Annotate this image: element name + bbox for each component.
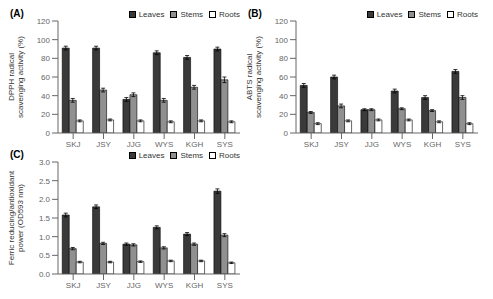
svg-text:KGH: KGH bbox=[186, 281, 204, 290]
html-text:(B): (B) bbox=[248, 8, 262, 19]
svg-text:1.0: 1.0 bbox=[39, 233, 51, 242]
svg-text:1.5: 1.5 bbox=[39, 214, 51, 223]
svg-text:0.0: 0.0 bbox=[39, 270, 51, 279]
html-text:Leaves: Leaves bbox=[138, 151, 165, 160]
svg-text:0.5: 0.5 bbox=[39, 251, 51, 260]
svg-text:KGH: KGH bbox=[424, 140, 442, 149]
svg-text:SKJ: SKJ bbox=[66, 140, 81, 149]
svg-text:20: 20 bbox=[41, 110, 50, 119]
svg-text:0: 0 bbox=[284, 129, 289, 138]
svg-text:WYS: WYS bbox=[155, 281, 173, 290]
html-text:Roots: Roots bbox=[219, 151, 240, 160]
html-text:Stems: Stems bbox=[418, 10, 442, 19]
html-text:Stems: Stems bbox=[180, 151, 204, 160]
svg-text:SYS: SYS bbox=[217, 140, 233, 149]
svg-text:60: 60 bbox=[41, 73, 50, 82]
html-text:Leaves: Leaves bbox=[138, 10, 165, 19]
svg-text:2.5: 2.5 bbox=[39, 177, 51, 186]
svg-text:JSY: JSY bbox=[334, 140, 349, 149]
svg-text:120: 120 bbox=[37, 17, 51, 26]
svg-text:120: 120 bbox=[275, 17, 289, 26]
svg-text:SKJ: SKJ bbox=[304, 140, 319, 149]
svg-text:JSY: JSY bbox=[96, 140, 111, 149]
svg-text:WYS: WYS bbox=[155, 140, 173, 149]
html-text:Leaves: Leaves bbox=[376, 10, 403, 19]
svg-text:20: 20 bbox=[279, 110, 288, 119]
svg-text:DPPH radicalscavenging activit: DPPH radicalscavenging activity (%) bbox=[8, 36, 25, 118]
svg-text:SYS: SYS bbox=[455, 140, 471, 149]
svg-text:80: 80 bbox=[279, 54, 288, 63]
svg-text:JJG: JJG bbox=[127, 281, 141, 290]
svg-text:JJG: JJG bbox=[365, 140, 379, 149]
svg-text:SKJ: SKJ bbox=[66, 281, 81, 290]
svg-text:WYS: WYS bbox=[393, 140, 411, 149]
svg-text:100: 100 bbox=[37, 36, 51, 45]
svg-text:JJG: JJG bbox=[127, 140, 141, 149]
svg-text:40: 40 bbox=[41, 92, 50, 101]
svg-text:100: 100 bbox=[275, 36, 289, 45]
svg-text:KGH: KGH bbox=[186, 140, 204, 149]
svg-text:60: 60 bbox=[279, 73, 288, 82]
svg-text:3.0: 3.0 bbox=[39, 158, 51, 167]
svg-text:0: 0 bbox=[46, 129, 51, 138]
svg-text:SYS: SYS bbox=[217, 281, 233, 290]
html-text:(C): (C) bbox=[10, 149, 24, 160]
html-text:(A): (A) bbox=[10, 8, 24, 19]
svg-text:ABTS radicalscavenging activit: ABTS radicalscavenging activity (%) bbox=[246, 36, 263, 118]
html-text:Roots: Roots bbox=[457, 10, 478, 19]
svg-text:JSY: JSY bbox=[96, 281, 111, 290]
svg-text:40: 40 bbox=[279, 92, 288, 101]
svg-text:Ferric reducing/antioxidantpow: Ferric reducing/antioxidantpower (OD593 … bbox=[8, 170, 25, 265]
svg-text:80: 80 bbox=[41, 54, 50, 63]
html-text:Roots: Roots bbox=[219, 10, 240, 19]
html-text:Stems: Stems bbox=[180, 10, 204, 19]
svg-text:2.0: 2.0 bbox=[39, 195, 51, 204]
